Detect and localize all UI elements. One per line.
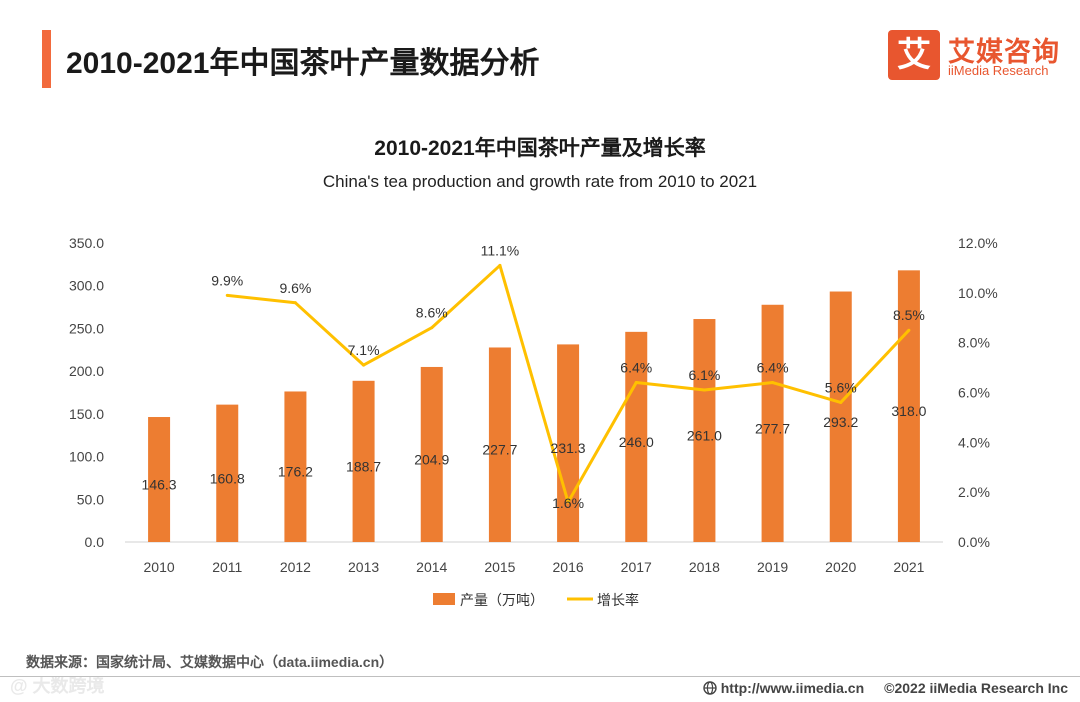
growth-value-label: 11.1% [481, 242, 520, 258]
y-left-tick-label: 200.0 [69, 363, 104, 379]
x-tick-label: 2020 [825, 559, 856, 575]
bar-2021 [897, 270, 920, 542]
legend-bar-label: 产量（万吨） [460, 592, 544, 608]
title-accent-bar [42, 30, 51, 88]
bar-value-label: 318.0 [891, 403, 926, 419]
x-tick-label: 2014 [416, 559, 447, 575]
growth-value-label: 1.6% [552, 495, 584, 511]
website-link[interactable]: http://www.iimedia.cn [703, 680, 864, 696]
bar-2010 [148, 417, 171, 542]
x-tick-label: 2021 [893, 559, 924, 575]
y-right-tick-label: 4.0% [958, 434, 990, 450]
y-right-tick-label: 8.0% [958, 335, 990, 351]
y-right-tick-label: 2.0% [958, 484, 990, 500]
y-left-tick-label: 300.0 [69, 278, 104, 294]
bar-2012 [284, 391, 307, 542]
globe-icon [703, 681, 717, 695]
growth-value-label: 8.6% [416, 305, 448, 321]
growth-point-2017 [634, 381, 638, 385]
x-tick-label: 2013 [348, 559, 379, 575]
x-tick-label: 2019 [757, 559, 788, 575]
growth-point-2012 [293, 301, 297, 305]
growth-value-label: 7.1% [348, 342, 380, 358]
data-source: 数据来源：国家统计局、艾媒数据中心（data.iimedia.cn） [26, 654, 394, 670]
y-right-tick-label: 6.0% [958, 385, 990, 401]
website-text: http://www.iimedia.cn [720, 680, 865, 696]
y-left-tick-label: 50.0 [77, 491, 104, 507]
chart-subtitle: China's tea production and growth rate f… [322, 172, 758, 191]
legend-line-label: 增长率 [597, 592, 639, 608]
growth-point-2019 [771, 381, 775, 385]
y-left-tick-label: 0.0 [85, 534, 105, 550]
bar-2019 [761, 304, 784, 542]
x-tick-label: 2018 [689, 559, 720, 575]
growth-point-2018 [702, 388, 706, 392]
bar-value-label: 277.7 [755, 420, 790, 436]
growth-value-label: 9.6% [279, 280, 311, 296]
growth-point-2013 [362, 363, 366, 367]
x-tick-label: 2016 [553, 559, 584, 575]
x-tick-label: 2015 [484, 559, 515, 575]
footer: http://www.iimedia.cn ©2022 iiMedia Rese… [703, 680, 1068, 696]
growth-value-label: 5.6% [825, 379, 857, 395]
bar-2015 [488, 347, 511, 542]
bar-value-label: 176.2 [278, 464, 313, 480]
growth-point-2014 [430, 326, 434, 330]
growth-point-2020 [839, 400, 843, 404]
y-left-tick-label: 150.0 [69, 406, 104, 422]
growth-value-label: 6.4% [757, 360, 789, 376]
y-left-tick-label: 350.0 [69, 235, 104, 251]
growth-value-label: 8.5% [893, 307, 925, 323]
growth-point-2016 [566, 500, 570, 504]
brand-logo: 艾 艾媒咨询 iiMedia Research [888, 30, 1068, 82]
growth-value-label: 6.4% [620, 360, 652, 376]
bar-value-label: 160.8 [210, 470, 245, 486]
growth-value-label: 9.9% [211, 272, 243, 288]
chart-title: 2010-2021年中国茶叶产量及增长率 [374, 137, 706, 160]
bar-value-label: 246.0 [619, 434, 654, 450]
bar-2014 [420, 366, 443, 542]
footer-divider [0, 676, 1080, 677]
page-title: 2010-2021年中国茶叶产量数据分析 [66, 47, 540, 80]
y-right-tick-label: 12.0% [958, 235, 998, 251]
bar-2018 [693, 319, 716, 542]
combo-chart: 0.0 50.0 100.0 150.0 200.0 250.0 300.0 350.0 0.0… [69, 235, 998, 608]
bar-2013 [352, 380, 375, 542]
y-right-tick-label: 10.0% [958, 285, 998, 301]
y-left-tick-label: 250.0 [69, 320, 104, 336]
growth-point-2011 [225, 293, 229, 297]
bar-value-label: 204.9 [414, 451, 449, 467]
bar-value-label: 231.3 [551, 440, 586, 456]
y-right-tick-label: 0.0% [958, 534, 990, 550]
bar-value-label: 293.2 [823, 414, 858, 430]
y-left-tick-label: 100.0 [69, 449, 104, 465]
brand-name-en: iiMedia Research [948, 63, 1049, 78]
x-tick-label: 2017 [621, 559, 652, 575]
x-tick-label: 2011 [212, 559, 242, 575]
watermark: @ 大数跨境 [10, 676, 105, 696]
x-tick-label: 2010 [144, 559, 175, 575]
legend-bar-swatch [433, 593, 455, 605]
bar-value-label: 261.0 [687, 428, 722, 444]
growth-point-2021 [907, 328, 911, 332]
growth-value-label: 6.1% [688, 367, 720, 383]
bar-value-label: 188.7 [346, 458, 381, 474]
x-tick-label: 2012 [280, 559, 311, 575]
brand-name-cn: 艾媒咨询 [948, 37, 1060, 67]
growth-point-2015 [498, 263, 502, 267]
brand-mark: 艾 [888, 30, 940, 80]
bar-2020 [829, 291, 852, 542]
copyright: ©2022 iiMedia Research Inc [884, 680, 1068, 696]
bar-2011 [216, 404, 239, 542]
bar-value-label: 227.7 [482, 442, 517, 458]
bar-value-label: 146.3 [142, 477, 177, 493]
